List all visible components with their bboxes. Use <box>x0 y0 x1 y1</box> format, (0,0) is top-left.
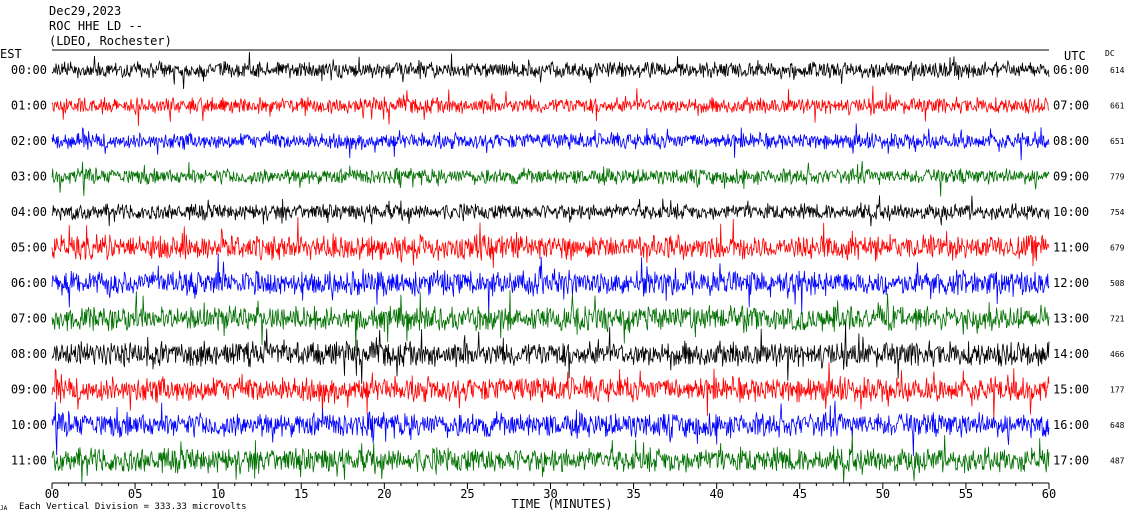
footer-mark: JA <box>0 505 8 512</box>
dc-value: 648 <box>1110 421 1125 430</box>
dc-value: 508 <box>1110 279 1125 288</box>
x-tick-label: 35 <box>626 487 640 501</box>
x-tick-label: 45 <box>793 487 807 501</box>
dc-value: 487 <box>1110 457 1125 466</box>
dc-value: 721 <box>1110 315 1125 324</box>
est-label: 03:00 <box>11 170 47 184</box>
x-tick-label: 40 <box>709 487 723 501</box>
header-station: ROC HHE LD -- <box>49 19 143 33</box>
trace-0800 <box>51 323 1050 384</box>
utc-label: 13:00 <box>1053 312 1089 326</box>
trace-0000 <box>51 51 1050 90</box>
trace-group <box>51 51 1050 483</box>
utc-label: 14:00 <box>1053 347 1089 361</box>
x-tick-label: 30 <box>543 487 557 501</box>
est-label: 10:00 <box>11 418 47 432</box>
scale-note: Each Vertical Division = 333.33 microvol… <box>19 502 247 512</box>
est-label: 06:00 <box>11 276 47 290</box>
est-label: 02:00 <box>11 134 47 148</box>
est-label: 04:00 <box>11 205 47 219</box>
utc-label: 07:00 <box>1053 99 1089 113</box>
label-group: 00:00 06:00 614 01:00 07:00 661 02:00 08:00 651 0… <box>0 47 1125 512</box>
dc-value: 779 <box>1110 173 1125 182</box>
x-tick-label: 00 <box>45 487 59 501</box>
x-tick-label: 10 <box>211 487 225 501</box>
utc-label: 11:00 <box>1053 241 1089 255</box>
est-label: 05:00 <box>11 241 47 255</box>
trace-0900 <box>51 362 1050 420</box>
est-label: 08:00 <box>11 347 47 361</box>
est-label: 00:00 <box>11 63 47 77</box>
trace-1000 <box>51 400 1050 457</box>
utc-label: 09:00 <box>1053 170 1089 184</box>
utc-label: 06:00 <box>1053 63 1089 77</box>
dc-value: 177 <box>1110 386 1125 395</box>
utc-label: 10:00 <box>1053 205 1089 219</box>
dc-value: 661 <box>1110 102 1125 111</box>
dc-value: 679 <box>1110 244 1125 253</box>
est-label: 07:00 <box>11 312 47 326</box>
dc-value: 614 <box>1110 66 1125 75</box>
x-tick-label: 20 <box>377 487 391 501</box>
trace-0600 <box>51 253 1050 316</box>
trace-0100 <box>51 85 1050 126</box>
dc-value: 651 <box>1110 137 1125 146</box>
trace-0300 <box>51 160 1050 197</box>
x-tick-label: 60 <box>1042 487 1056 501</box>
utc-axis-label: UTC <box>1064 49 1086 63</box>
utc-label: 16:00 <box>1053 418 1089 432</box>
trace-0700 <box>51 290 1050 352</box>
trace-0500 <box>51 217 1050 269</box>
est-label: 09:00 <box>11 383 47 397</box>
trace-1100 <box>51 434 1050 483</box>
est-label: 11:00 <box>11 454 47 468</box>
dc-value: 466 <box>1110 350 1125 359</box>
plot-frame <box>51 49 1050 489</box>
utc-label: 08:00 <box>1053 134 1089 148</box>
header-network: (LDEO, Rochester) <box>49 34 172 48</box>
est-label: 01:00 <box>11 99 47 113</box>
dc-value: 754 <box>1110 208 1125 217</box>
trace-0200 <box>51 123 1050 161</box>
x-tick-label: 15 <box>294 487 308 501</box>
utc-label: 17:00 <box>1053 454 1089 468</box>
utc-label: 15:00 <box>1053 383 1089 397</box>
x-tick-label: 55 <box>959 487 973 501</box>
trace-0400 <box>51 195 1050 227</box>
x-tick-label: 25 <box>460 487 474 501</box>
x-tick-label: 50 <box>876 487 890 501</box>
utc-label: 12:00 <box>1053 276 1089 290</box>
est-axis-label: EST <box>0 47 22 61</box>
dc-axis-label: DC <box>1105 49 1115 58</box>
x-tick-label: 05 <box>128 487 142 501</box>
x-axis-title: TIME (MINUTES) <box>511 497 612 511</box>
header-date: Dec29,2023 <box>49 4 122 18</box>
